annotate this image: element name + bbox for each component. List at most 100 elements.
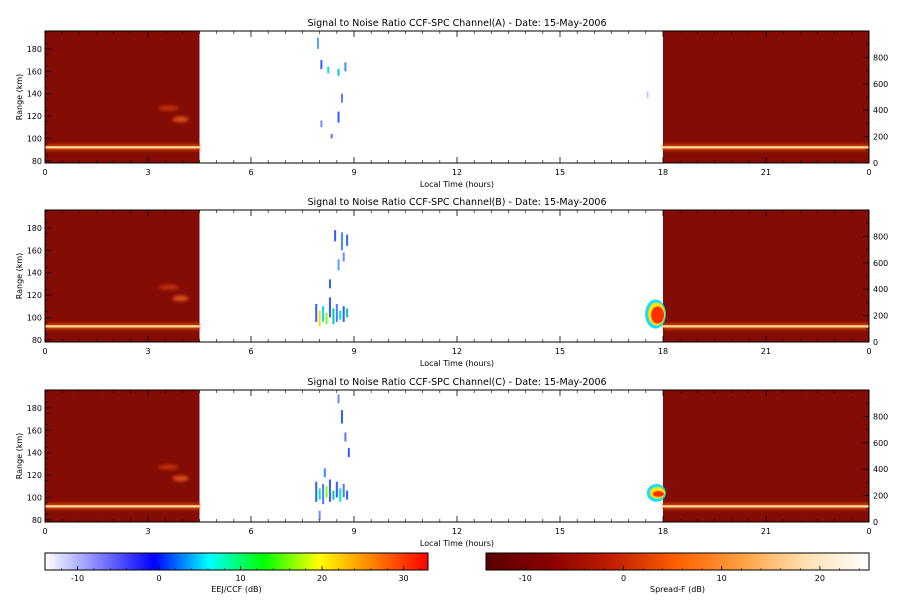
x-tick-label: 3	[145, 168, 150, 177]
x-tick-label: 9	[351, 527, 356, 536]
echo-streak	[346, 490, 349, 500]
colorbar-label: Spread-F (dB)	[650, 585, 705, 594]
y-tick-label: 100	[27, 493, 42, 502]
x-tick-label: 15	[555, 168, 565, 177]
y-tick-label: 120	[27, 291, 42, 300]
y-tick-label: 140	[27, 269, 42, 278]
echo-streak	[344, 432, 347, 442]
colorbar-tick-label: 0	[157, 574, 162, 583]
echo-streak	[332, 308, 335, 325]
colorbar-tick-label: 20	[815, 574, 825, 583]
echo-streak	[346, 308, 349, 318]
night-block	[45, 210, 200, 342]
x-tick-label: 18	[658, 347, 668, 356]
echo-streak	[346, 234, 349, 246]
e-layer-core	[45, 146, 200, 148]
colorbar-gradient	[485, 552, 870, 571]
plot-area	[45, 210, 869, 342]
e-layer-core	[45, 325, 200, 327]
y-tick-label: 160	[27, 67, 42, 76]
x-tick-label: 3	[145, 527, 150, 536]
upper-echo	[172, 116, 189, 123]
echo-streak	[335, 481, 338, 498]
echo-streak	[322, 306, 325, 322]
x-tick-label: 0	[42, 347, 47, 356]
x-tick-label: 0	[42, 527, 47, 536]
echo-streak	[328, 279, 331, 289]
y2-tick-label: 0	[873, 159, 878, 168]
y2-tick-label: 200	[873, 312, 888, 321]
echo-streak	[325, 312, 328, 325]
echo-streak	[327, 66, 330, 74]
x-tick-label: 0	[866, 347, 871, 356]
echo-streak	[318, 488, 321, 500]
y2-tick-label: 600	[873, 80, 888, 89]
plot-area	[45, 31, 869, 163]
x-tick-label: 9	[351, 168, 356, 177]
panel-title: Signal to Noise Ratio CCF-SPC Channel(B)…	[307, 197, 606, 208]
x-axis-label: Local Time (hours)	[420, 359, 494, 368]
panel-title: Signal to Noise Ratio CCF-SPC Channel(C)…	[307, 377, 606, 388]
x-tick-label: 15	[555, 527, 565, 536]
x-tick-label: 0	[866, 527, 871, 536]
x-tick-label: 0	[866, 168, 871, 177]
echo-streak	[340, 410, 343, 424]
echo-streak	[328, 479, 331, 502]
echo-streak	[342, 252, 345, 262]
colorbar-tick-label: 20	[317, 574, 327, 583]
y-tick-label: 140	[27, 449, 42, 458]
echo-streak	[646, 91, 649, 99]
y2-tick-label: 200	[873, 133, 888, 142]
y-tick-label: 180	[27, 224, 42, 233]
echo-streak	[325, 486, 328, 498]
echo-streak	[328, 297, 331, 318]
x-tick-label: 9	[351, 347, 356, 356]
x-tick-label: 12	[452, 347, 462, 356]
night-block	[663, 390, 869, 522]
echo-streak	[323, 468, 326, 478]
x-axis-label: Local Time (hours)	[420, 539, 494, 548]
panel-title: Signal to Noise Ratio CCF-SPC Channel(A)…	[307, 18, 606, 29]
echo-streak	[315, 303, 318, 322]
y-tick-label: 160	[27, 246, 42, 255]
echo-streak	[335, 303, 338, 322]
y2-tick-label: 400	[873, 285, 888, 294]
plot-area	[45, 390, 869, 522]
colorbar-spread-f: -10 0 10 20 Spread-F (dB)	[485, 552, 870, 594]
e-layer-core	[45, 505, 200, 507]
echo-streak	[318, 510, 321, 520]
colorbar-gradient	[44, 552, 429, 571]
x-tick-label: 21	[761, 347, 771, 356]
colorbar-eej: -10 0 10 20 30 EEJ/CCF (dB)	[44, 552, 429, 594]
night-block	[45, 31, 200, 163]
x-tick-label: 21	[761, 168, 771, 177]
y2-tick-label: 400	[873, 106, 888, 115]
x-tick-label: 0	[42, 168, 47, 177]
colorbar-label: EEJ/CCF (dB)	[211, 585, 261, 594]
echo-streak	[318, 310, 321, 327]
upper-echo	[158, 464, 179, 470]
y-axis-label: Range (km)	[15, 253, 24, 300]
y2-tick-label: 600	[873, 439, 888, 448]
e-layer-core	[663, 505, 869, 507]
y-axis-label: Range (km)	[15, 433, 24, 480]
spread-f-burst	[651, 306, 665, 324]
x-tick-label: 12	[452, 168, 462, 177]
echo-streak	[339, 310, 342, 320]
y-tick-label: 180	[27, 404, 42, 413]
y2-tick-label: 800	[873, 412, 888, 421]
y-tick-label: 180	[27, 45, 42, 54]
y2-tick-label: 800	[873, 232, 888, 241]
x-tick-label: 3	[145, 347, 150, 356]
y-axis-label: Range (km)	[15, 74, 24, 121]
y-tick-label: 120	[27, 471, 42, 480]
y-tick-label: 80	[32, 157, 42, 166]
echo-streak	[340, 93, 343, 103]
echo-streak	[334, 230, 337, 242]
y-tick-label: 160	[27, 426, 42, 435]
echo-streak	[342, 306, 345, 322]
echo-streak	[337, 111, 340, 123]
panel-a: Signal to Noise Ratio CCF-SPC Channel(A)…	[15, 18, 888, 189]
e-layer-core	[663, 325, 869, 327]
